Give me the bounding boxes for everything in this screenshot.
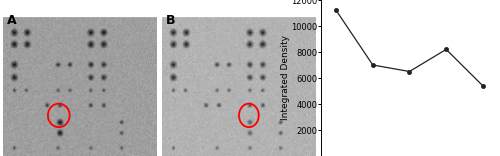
Text: A: A [6, 14, 16, 27]
Y-axis label: Integrated Density: Integrated Density [280, 36, 289, 120]
Text: B: B [166, 14, 175, 27]
